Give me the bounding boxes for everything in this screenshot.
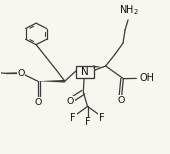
Polygon shape (38, 80, 65, 83)
Text: F: F (70, 113, 76, 123)
Text: O: O (35, 98, 42, 107)
FancyBboxPatch shape (76, 66, 94, 78)
Polygon shape (93, 65, 104, 67)
Text: OH: OH (139, 73, 154, 83)
Text: O: O (118, 95, 125, 105)
Text: F: F (99, 113, 105, 123)
Text: N: N (81, 67, 89, 77)
Text: NH$_2$: NH$_2$ (119, 3, 139, 17)
Text: O: O (17, 69, 25, 77)
Text: F: F (85, 117, 90, 127)
Text: O: O (66, 97, 74, 106)
